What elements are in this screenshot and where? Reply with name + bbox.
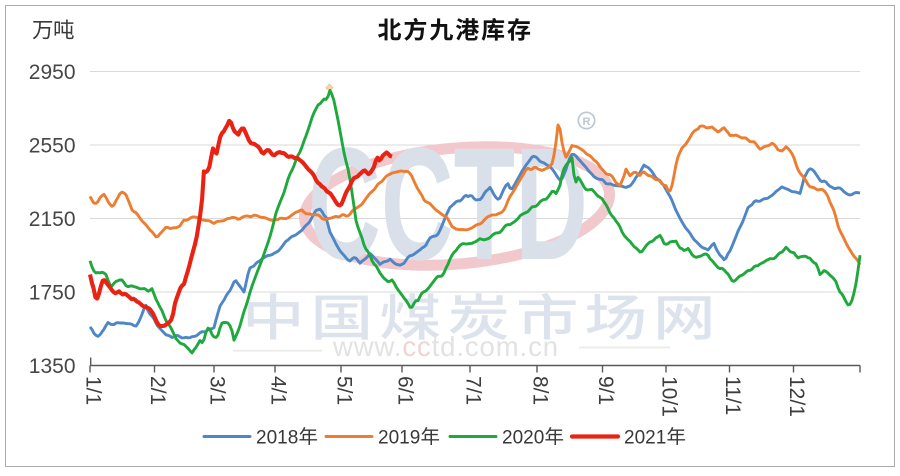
svg-text:2150: 2150 [29,208,76,231]
svg-text:2019: 2019 [378,428,420,449]
svg-text:11/1: 11/1 [721,376,744,415]
svg-text:7/1: 7/1 [462,376,485,405]
svg-text:2550: 2550 [29,135,76,158]
svg-text:1/1: 1/1 [82,376,105,405]
svg-text:2950: 2950 [29,61,76,84]
svg-text:2/1: 2/1 [146,376,169,405]
svg-text:8/1: 8/1 [529,376,552,405]
svg-text:9/1: 9/1 [594,376,617,405]
svg-text:6/1: 6/1 [394,376,417,405]
svg-text:2020: 2020 [502,428,544,449]
svg-text:1750: 1750 [29,282,76,305]
svg-text:1350: 1350 [29,355,76,378]
svg-text:5/1: 5/1 [333,376,356,405]
svg-text:3/1: 3/1 [206,376,229,405]
svg-text:2021: 2021 [624,428,666,449]
svg-text:12/1: 12/1 [785,376,808,417]
svg-text:4/1: 4/1 [267,376,290,405]
svg-text:R: R [583,116,591,128]
svg-text:2018: 2018 [256,428,298,449]
svg-text:www.cctd.com.cn: www.cctd.com.cn [332,331,559,362]
svg-text:10/1: 10/1 [658,376,681,417]
